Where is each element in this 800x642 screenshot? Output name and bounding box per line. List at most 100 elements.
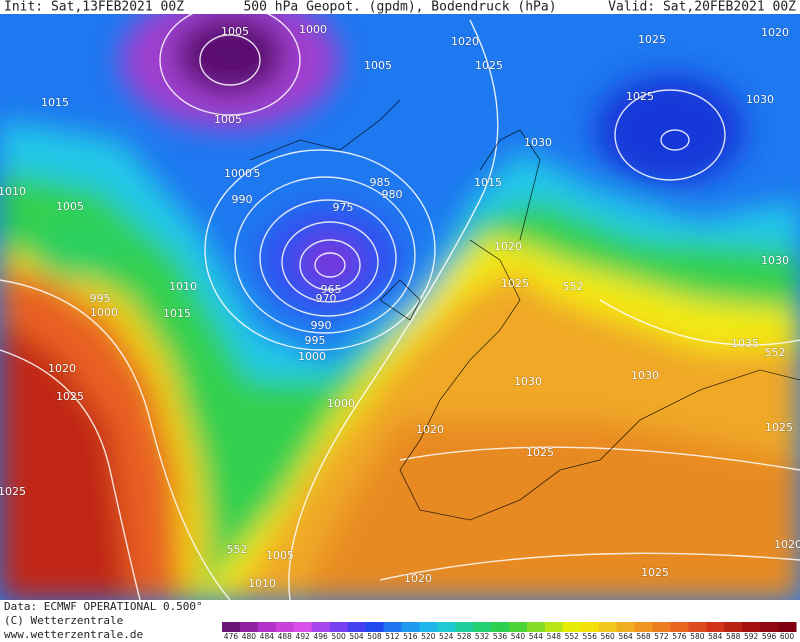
- isobar-label: 1030: [761, 254, 789, 267]
- isobar-label: 975: [333, 201, 354, 214]
- isobar-label: 1030: [631, 369, 659, 382]
- colorbar-label: 540: [511, 632, 526, 641]
- isobar-label: 1020: [404, 572, 432, 585]
- colorbar-swatch: [778, 622, 797, 632]
- colorbar-swatch: [670, 622, 689, 632]
- isobar-label: 995: [305, 334, 326, 347]
- colorbar-label: 496: [313, 632, 328, 641]
- colorbar-label: 544: [529, 632, 544, 641]
- isobar-label: 1010: [248, 577, 276, 590]
- isobar-label: 1030: [746, 93, 774, 106]
- colorbar-swatch: [365, 622, 384, 632]
- colorbar-label: 528: [457, 632, 472, 641]
- isobar-label: 1000: [298, 350, 326, 363]
- colorbar-label: 596: [762, 632, 777, 641]
- copyright: (C) Wetterzentrale: [4, 614, 123, 627]
- isobar-label: 1025: [501, 277, 529, 290]
- colorbar-label: 508: [367, 632, 382, 641]
- colorbar-label: 600: [780, 632, 795, 641]
- data-source: Data: ECMWF OPERATIONAL 0.500°: [4, 600, 203, 613]
- isobar-label: 970: [316, 292, 337, 305]
- colorbar-label: 512: [385, 632, 400, 641]
- colorbar-swatch: [544, 622, 564, 632]
- isobar-label: 1025: [765, 421, 793, 434]
- isobar-label: 1005: [56, 200, 84, 213]
- colorbar-label: 488: [278, 632, 293, 641]
- isobar-label: 1015: [163, 307, 191, 320]
- colorbar-swatch: [598, 622, 618, 632]
- isobar-label: 1015: [474, 176, 502, 189]
- isobar-label: 1020: [48, 362, 76, 375]
- colorbar-label: 536: [493, 632, 508, 641]
- colorbar-swatch: [419, 622, 438, 632]
- isobar-label: 1000: [224, 167, 252, 180]
- isobar-label: 1035: [731, 337, 759, 350]
- colorbar-label: 588: [726, 632, 741, 641]
- map-title: 500 hPa Geopot. (gpdm), Bodendruck (hPa): [243, 0, 556, 15]
- isobar-label: 552: [765, 346, 786, 359]
- isobar-label: 1005: [221, 25, 249, 38]
- colorbar-swatch: [455, 622, 474, 632]
- colorbar-label: 564: [618, 632, 633, 641]
- coastlines: [249, 99, 800, 521]
- colorbar-label: 580: [690, 632, 705, 641]
- colorbar-label: 576: [672, 632, 687, 641]
- colorbar-swatch: [491, 622, 510, 632]
- isobar-label: 1015: [41, 96, 69, 109]
- colorbar-swatch: [562, 622, 582, 632]
- isobar-label: 1030: [524, 136, 552, 149]
- colorbar-swatch: [580, 622, 600, 632]
- isobar-label: 1010: [0, 185, 26, 198]
- colorbar-label: 556: [583, 632, 598, 641]
- isobar-label: 990: [232, 193, 253, 206]
- init-time: Init: Sat,13FEB2021 00Z: [4, 0, 184, 15]
- isobar-label: 552: [227, 543, 248, 556]
- colorbar-label: 548: [547, 632, 562, 641]
- colorbar-swatch: [239, 622, 259, 632]
- isobar-label: 1020: [494, 240, 522, 253]
- colorbar-label: 500: [331, 632, 346, 641]
- colorbar-swatch: [688, 622, 707, 632]
- isobar-labels: 1005 1000 1020 1025 1020 1005 1025 1015 1005 1025…: [0, 23, 800, 591]
- colorbar-label: 520: [421, 632, 436, 641]
- colorbar-label: 504: [349, 632, 364, 641]
- colorbar-swatch: [293, 622, 313, 632]
- colorbar-swatch: [473, 622, 492, 632]
- isobar-label: 1005: [214, 113, 242, 126]
- colorbar-label: 492: [296, 632, 311, 641]
- isobar-label: 995: [90, 292, 111, 305]
- isobar-label: 1025: [641, 566, 669, 579]
- colorbar-label: 516: [403, 632, 418, 641]
- colorbar-swatch: [437, 622, 456, 632]
- isobar-label: 1025: [626, 90, 654, 103]
- colorbar-label: 572: [654, 632, 669, 641]
- isobar-label: 1025: [56, 390, 84, 403]
- isobar-label: 990: [311, 319, 332, 332]
- colorbar-label: 584: [708, 632, 723, 641]
- colorbar-swatch: [401, 622, 420, 632]
- isobar-label: 1000: [299, 23, 327, 36]
- isobar-label: 1030: [514, 375, 542, 388]
- colorbar-swatch: [526, 622, 546, 632]
- isobar-label: 1005: [266, 549, 294, 562]
- isobar-label: 552: [563, 280, 584, 293]
- colorbar-label: 552: [565, 632, 580, 641]
- colorbar-swatch: [257, 622, 277, 632]
- colorbar-swatch: [311, 622, 331, 632]
- colorbar-label: 560: [600, 632, 615, 641]
- colorbar-label: 592: [744, 632, 759, 641]
- colorbar-swatch: [724, 622, 743, 632]
- colorbar-swatch: [634, 622, 653, 632]
- isobar-label: 980: [382, 188, 403, 201]
- isobar-label: 1005: [364, 59, 392, 72]
- isobar-label: 1000: [90, 306, 118, 319]
- isobar-label: 965: [321, 283, 342, 296]
- colorbar: 476 480 484 488 492 496 500 504 508 512 516 520 524 5…: [222, 622, 797, 641]
- colorbar-swatch: [222, 622, 241, 632]
- colorbar-swatch: [742, 622, 761, 632]
- colorbar-label: 524: [439, 632, 454, 641]
- colorbar-label: 480: [242, 632, 257, 641]
- isobar-label: 1020: [761, 26, 789, 39]
- valid-time: Valid: Sat,20FEB2021 00Z: [608, 0, 796, 15]
